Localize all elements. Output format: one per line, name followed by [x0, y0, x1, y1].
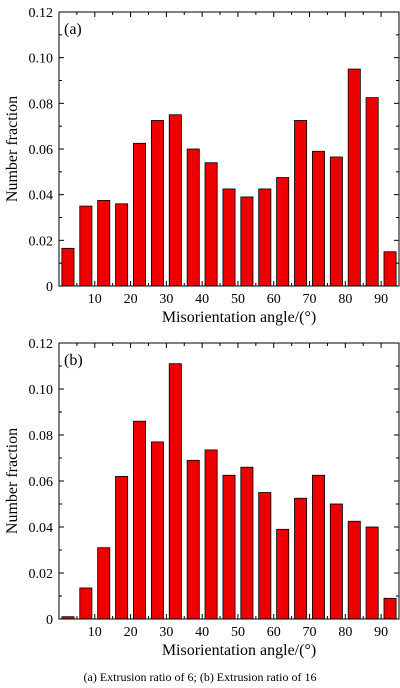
y-tick-label: 0.12 [29, 6, 54, 21]
bar [258, 188, 272, 287]
y-tick-label: 0.06 [29, 475, 54, 490]
x-tick-label: 20 [124, 292, 138, 307]
y-tick-label: 0.08 [29, 97, 54, 112]
x-tick-label: 40 [195, 625, 209, 640]
bar [347, 68, 361, 287]
x-tick-label: 90 [374, 625, 388, 640]
y-axis-label: Number fraction [4, 96, 21, 202]
x-tick-label: 10 [88, 292, 102, 307]
y-tick-label: 0.06 [29, 143, 54, 158]
bar [150, 120, 164, 287]
x-tick-label: 80 [338, 625, 352, 640]
bar [240, 196, 254, 287]
bar [115, 475, 129, 620]
y-tick-label: 0.10 [29, 383, 54, 398]
y-tick-label: 0.04 [29, 521, 54, 536]
x-tick-label: 50 [231, 625, 245, 640]
bar [204, 449, 218, 620]
panel-label: (a) [64, 21, 82, 38]
bar [61, 247, 75, 287]
x-tick-label: 30 [159, 625, 173, 640]
x-tick-label: 80 [338, 292, 352, 307]
x-axis-label: Misorientation angle/(°) [162, 309, 316, 326]
bar [79, 205, 93, 287]
bar [276, 528, 290, 620]
y-tick-label: 0.04 [29, 189, 54, 204]
x-tick-label: 90 [374, 292, 388, 307]
figure-caption: (a) Extrusion ratio of 6; (b) Extrusion … [83, 670, 317, 684]
bar [186, 459, 200, 620]
bar [329, 156, 343, 287]
x-tick-label: 10 [88, 625, 102, 640]
bar [222, 188, 236, 287]
y-tick-label: 0.02 [29, 567, 54, 582]
chart-panel-a [58, 11, 400, 287]
bar [204, 162, 218, 287]
panel-label: (b) [64, 352, 83, 369]
chart-panel-b [58, 342, 400, 620]
bar [150, 441, 164, 620]
bar [168, 114, 182, 287]
bar [347, 520, 361, 620]
bar [365, 97, 379, 287]
bar [383, 251, 397, 287]
bar [383, 597, 397, 620]
bar [79, 587, 93, 620]
x-tick-label: 50 [231, 292, 245, 307]
y-axis-label: Number fraction [4, 428, 21, 534]
bar [222, 474, 236, 620]
x-tick-label: 20 [124, 625, 138, 640]
x-tick-label: 30 [159, 292, 173, 307]
bar [258, 492, 272, 620]
bar [329, 503, 343, 620]
x-tick-label: 60 [267, 292, 281, 307]
y-tick-label: 0.12 [29, 337, 54, 352]
bar [97, 547, 111, 620]
x-tick-label: 70 [303, 625, 317, 640]
bar [311, 150, 325, 287]
bar [276, 177, 290, 287]
x-tick-label: 60 [267, 625, 281, 640]
x-tick-label: 40 [195, 292, 209, 307]
bar [133, 420, 147, 620]
bar [294, 497, 308, 620]
bar [240, 466, 254, 620]
y-tick-label: 0.08 [29, 429, 54, 444]
bar [186, 148, 200, 287]
x-axis-label: Misorientation angle/(°) [162, 642, 316, 659]
bar [133, 142, 147, 287]
bar [168, 363, 182, 620]
bar [311, 474, 325, 620]
bar [365, 526, 379, 620]
bar [97, 199, 111, 287]
bar [294, 120, 308, 287]
y-tick-label: 0 [46, 280, 53, 295]
x-tick-label: 70 [303, 292, 317, 307]
y-tick-label: 0.10 [29, 52, 54, 67]
y-tick-label: 0 [46, 613, 53, 628]
bar [115, 203, 129, 287]
y-tick-label: 0.02 [29, 234, 54, 249]
